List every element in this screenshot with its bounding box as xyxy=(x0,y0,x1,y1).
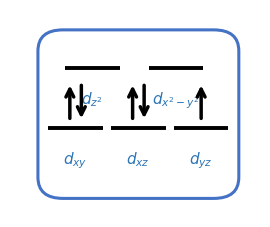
Text: $d_{x^2-y^2}$: $d_{x^2-y^2}$ xyxy=(152,90,200,111)
Text: $d_{xz}$: $d_{xz}$ xyxy=(126,150,150,168)
Text: $d_{yz}$: $d_{yz}$ xyxy=(189,150,213,170)
FancyBboxPatch shape xyxy=(38,31,239,199)
Text: $d_{xy}$: $d_{xy}$ xyxy=(63,150,88,170)
Text: $d_{z^2}$: $d_{z^2}$ xyxy=(82,90,103,109)
